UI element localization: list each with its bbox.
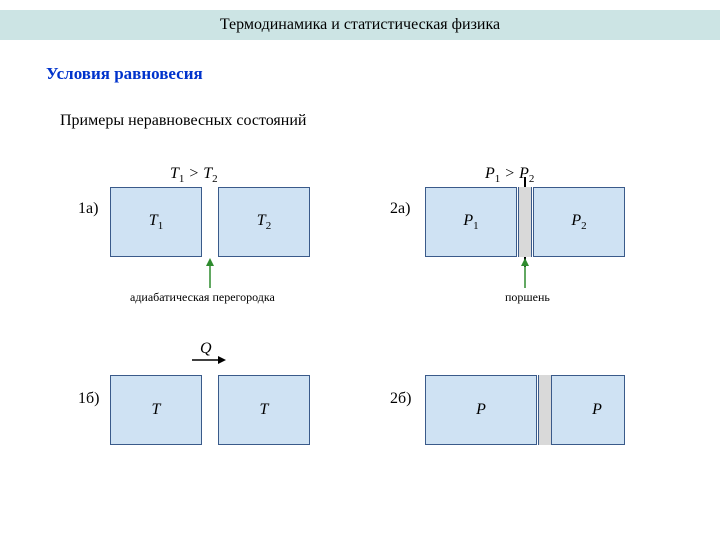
caption-2a: поршень xyxy=(505,290,550,305)
diagram-2a: P1 P2 xyxy=(425,187,625,257)
piston-tick-bottom xyxy=(524,257,526,267)
diagram-1b: T T xyxy=(110,375,310,445)
box-left: T xyxy=(110,375,202,445)
page-title: Термодинамика и статистическая физика xyxy=(220,16,500,34)
inequality-1a: T1 > T2 xyxy=(170,165,218,185)
box-right: T2 xyxy=(218,187,310,257)
subtitle: Примеры неравновесных состояний xyxy=(60,112,306,130)
inequality-2a: P1 > P2 xyxy=(485,165,534,185)
piston xyxy=(538,375,552,445)
caption-1a: адиабатическая перегородка xyxy=(130,290,275,305)
box-left: P xyxy=(425,375,537,445)
diagram-2b: P P xyxy=(425,375,625,445)
label-2a: 2а) xyxy=(390,200,410,218)
box-right: T xyxy=(218,375,310,445)
section-title: Условия равновесия xyxy=(46,64,203,84)
box-left: P1 xyxy=(425,187,517,257)
label-2b: 2б) xyxy=(390,390,411,408)
box-left: T1 xyxy=(110,187,202,257)
piston-tick-top xyxy=(524,177,526,187)
box-right: P xyxy=(551,375,625,445)
heat-label: Q xyxy=(200,340,212,358)
diagram-1a: T1 T2 xyxy=(110,187,310,257)
label-1b: 1б) xyxy=(78,390,99,408)
piston xyxy=(518,187,532,257)
label-1a: 1а) xyxy=(78,200,98,218)
box-right: P2 xyxy=(533,187,625,257)
header-band: Термодинамика и статистическая физика xyxy=(0,10,720,40)
